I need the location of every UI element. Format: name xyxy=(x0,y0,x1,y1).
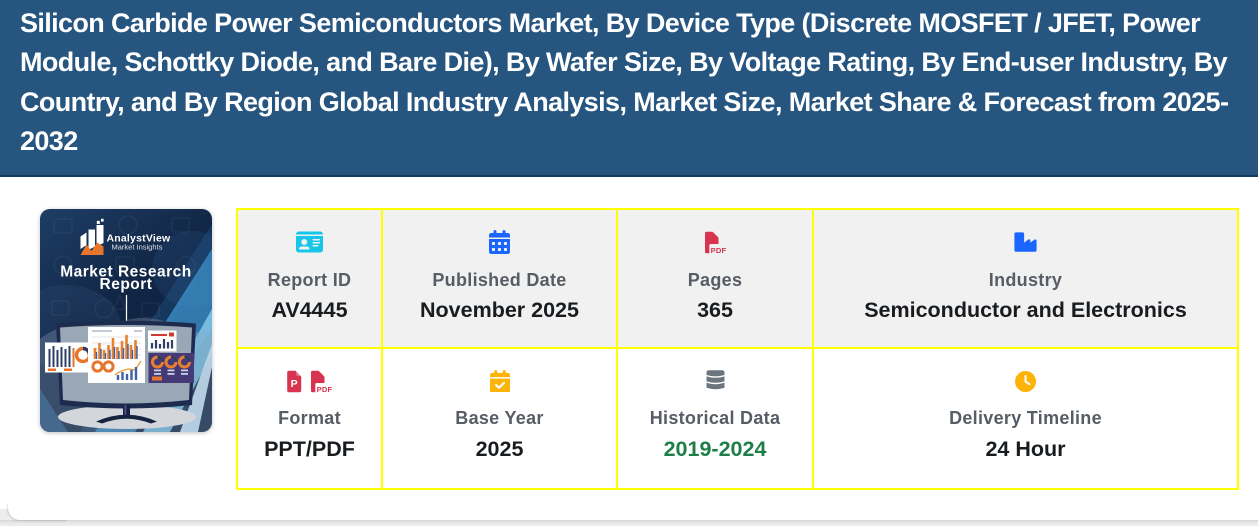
svg-text:Market Research: Market Research xyxy=(60,264,192,281)
svg-text:Report: Report xyxy=(100,276,153,293)
svg-text:Market Insights: Market Insights xyxy=(112,243,163,252)
svg-text:PDF: PDF xyxy=(710,246,726,255)
svg-text:P: P xyxy=(291,378,298,390)
svg-text:PDF: PDF xyxy=(316,385,332,394)
svg-text:AnalystView: AnalystView xyxy=(107,233,171,245)
